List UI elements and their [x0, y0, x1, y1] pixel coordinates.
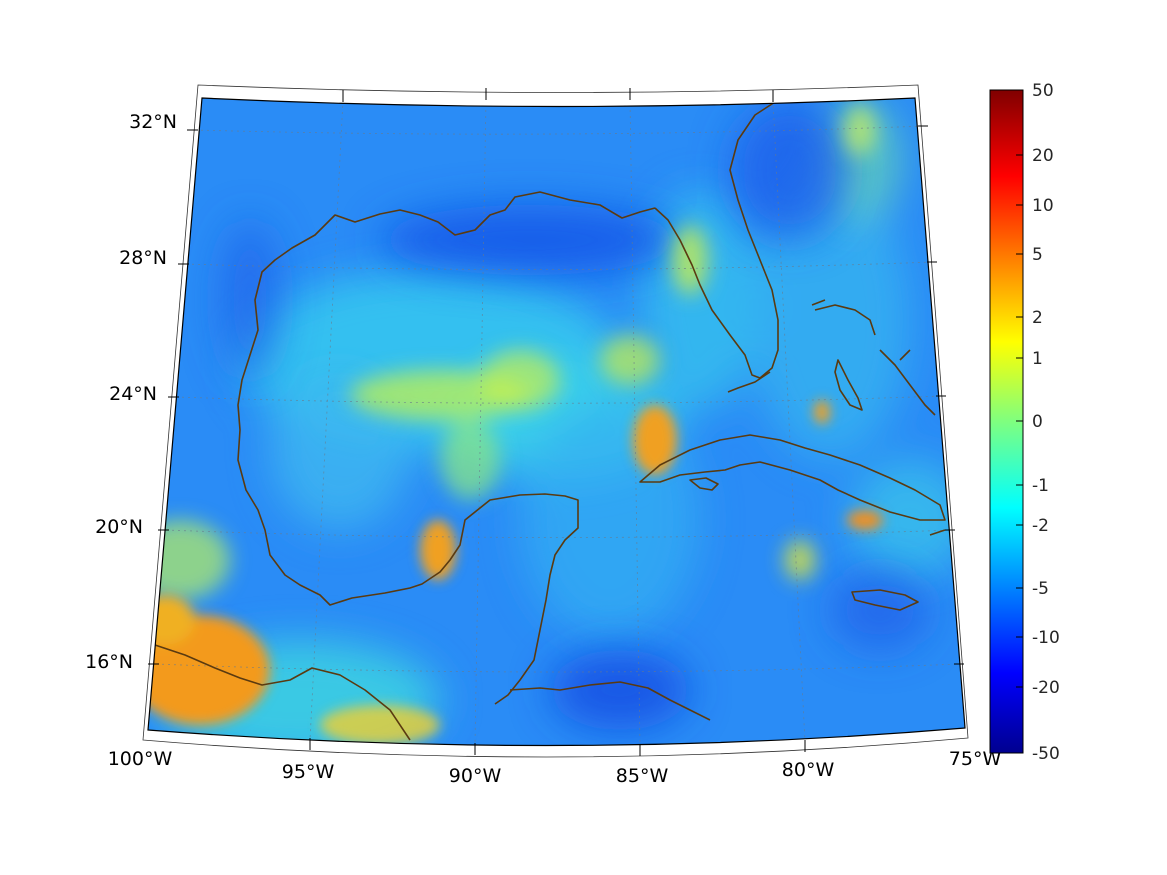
cb-label-5: 5 [1032, 245, 1043, 265]
map-frame [147, 97, 966, 747]
cb-label-neg2: -2 [1032, 516, 1049, 536]
central-america-coast [154, 644, 411, 741]
lon-label-100w: 100°W [108, 748, 173, 770]
map-field [148, 98, 965, 746]
lon-label-75w: 75°W [949, 748, 1002, 770]
lat-label-32n: 32°N [129, 111, 177, 133]
cuba-coast [639, 434, 946, 521]
cb-label-1: 1 [1032, 349, 1043, 369]
lat-label-24n: 24°N [109, 383, 157, 405]
cb-label-neg50: -50 [1032, 744, 1060, 764]
cb-label-10: 10 [1032, 196, 1054, 216]
lon-label-95w: 95°W [282, 761, 335, 783]
gulf-coast-usa-mexico [237, 191, 656, 705]
florida-coast [654, 101, 779, 379]
latitude-ticks [148, 125, 964, 665]
coastlines [154, 101, 946, 741]
lon-label-80w: 80°W [782, 759, 835, 781]
lat-label-16n: 16°N [85, 651, 133, 673]
field-hotspots [148, 400, 883, 745]
cb-label-neg20: -20 [1032, 678, 1060, 698]
map-frame-outer [142, 84, 969, 758]
grand-bahama [811, 299, 826, 306]
cb-label-20: 20 [1032, 146, 1054, 166]
florida-keys [727, 371, 771, 393]
field-low-values [220, 100, 930, 730]
lat-label-20n: 20°N [95, 516, 143, 538]
longitude-ticks [309, 88, 806, 756]
hispaniola-coast [929, 529, 946, 536]
cb-label-neg1: -1 [1032, 476, 1049, 496]
cb-label-neg10: -10 [1032, 628, 1060, 648]
jamaica-coast [851, 589, 919, 611]
honduras-coast [509, 681, 711, 721]
bahamas-islands [814, 304, 936, 416]
colorbar-labels: 50 20 10 5 2 1 0 -1 -2 -5 -10 -20 -50 [1032, 81, 1060, 764]
lon-label-85w: 85°W [616, 765, 669, 787]
colorbar-ticks [1016, 154, 1023, 688]
cb-label-50: 50 [1032, 81, 1054, 101]
longitude-labels: 100°W 95°W 90°W 85°W 80°W 75°W [108, 748, 1002, 787]
lat-label-28n: 28°N [119, 247, 167, 269]
isla-juventud [689, 477, 719, 491]
graticule [155, 98, 961, 746]
lon-label-90w: 90°W [449, 765, 502, 787]
latitude-labels: 32°N 28°N 24°N 20°N 16°N [85, 111, 177, 673]
cb-label-neg5: -5 [1032, 579, 1049, 599]
cb-label-2: 2 [1032, 308, 1043, 328]
colorbar: 50 20 10 5 2 1 0 -1 -2 -5 -10 -20 -50 [989, 81, 1060, 764]
bahamas-andros [834, 359, 863, 411]
cb-label-0: 0 [1032, 412, 1043, 432]
